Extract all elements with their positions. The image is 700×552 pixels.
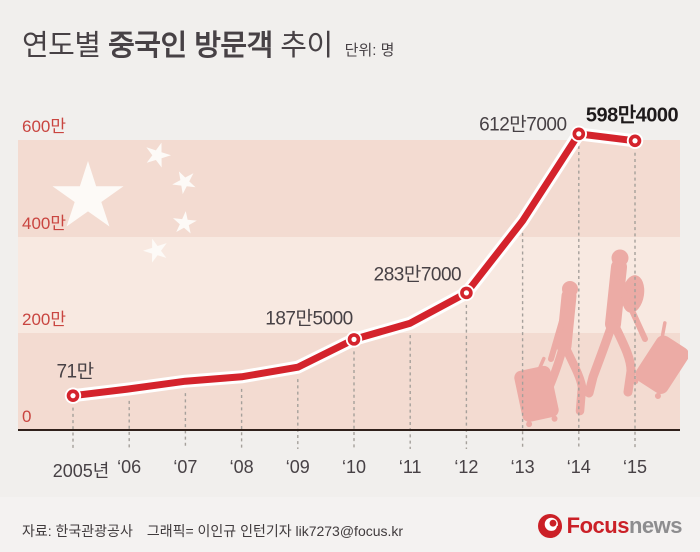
unit-label: 단위: 명 — [344, 42, 395, 59]
title-part-1: 연도별 — [22, 30, 109, 62]
x-axis-label: ‘12 — [454, 457, 479, 477]
page-title: 연도별 중국인 방문객 추이 — [22, 30, 333, 62]
data-point-label: 598만4000 — [585, 104, 679, 127]
data-point-marker — [351, 336, 357, 342]
title-part-2: 중국인 방문객 — [108, 30, 273, 62]
focus-news-logo-icon — [537, 514, 562, 538]
data-point-marker — [463, 290, 469, 296]
y-axis-label: 600만 — [22, 117, 67, 136]
y-axis-label: 0 — [22, 407, 32, 426]
data-point-marker — [70, 393, 76, 399]
credit-text: 그래픽= 이인규 인턴기자 lik7273@focus.kr — [146, 523, 404, 539]
y-axis-label: 400만 — [22, 213, 67, 233]
x-axis-label: ‘10 — [341, 457, 367, 477]
focus-news-logo: Focusnews — [537, 513, 683, 539]
footer: 자료: 한국관광공사 그래픽= 이인규 인턴기자 lik7273@focus.kr… — [0, 497, 700, 552]
x-axis-label: ‘06 — [117, 457, 142, 477]
x-axis-label: ‘13 — [510, 457, 535, 477]
trend-line — [69, 130, 639, 400]
data-point-marker — [632, 138, 638, 144]
data-point-label: 187만5000 — [265, 308, 353, 330]
data-point-label: 71만 — [56, 361, 94, 383]
data-point-label: 612만7000 — [479, 114, 567, 136]
suitcase-icon — [514, 356, 559, 428]
x-axis-label: ‘11 — [398, 457, 422, 477]
x-axis-label: ‘15 — [622, 457, 648, 477]
travelers-silhouette-illustration — [514, 249, 688, 428]
x-axis-label: ‘07 — [173, 457, 198, 477]
logo-text: Focusnews — [566, 513, 683, 538]
x-axis-label: 2005년 — [52, 461, 110, 481]
title-part-3: 추이 — [272, 30, 333, 62]
source-text: 자료: 한국관광공사 — [22, 523, 133, 539]
rolling-suitcase-icon — [632, 321, 688, 399]
x-axis-label: ‘09 — [285, 457, 310, 477]
data-point-label: 283만7000 — [373, 264, 462, 286]
data-point-marker — [576, 131, 582, 137]
x-axis-label: ‘14 — [566, 457, 591, 477]
source-credit: 자료: 한국관광공사 그래픽= 이인규 인턴기자 lik7273@focus.kr — [22, 521, 403, 541]
x-axis-label: ‘08 — [229, 457, 254, 477]
header: 연도별 중국인 방문객 추이 단위: 명 — [22, 22, 394, 64]
y-axis-label: 200만 — [22, 310, 67, 330]
